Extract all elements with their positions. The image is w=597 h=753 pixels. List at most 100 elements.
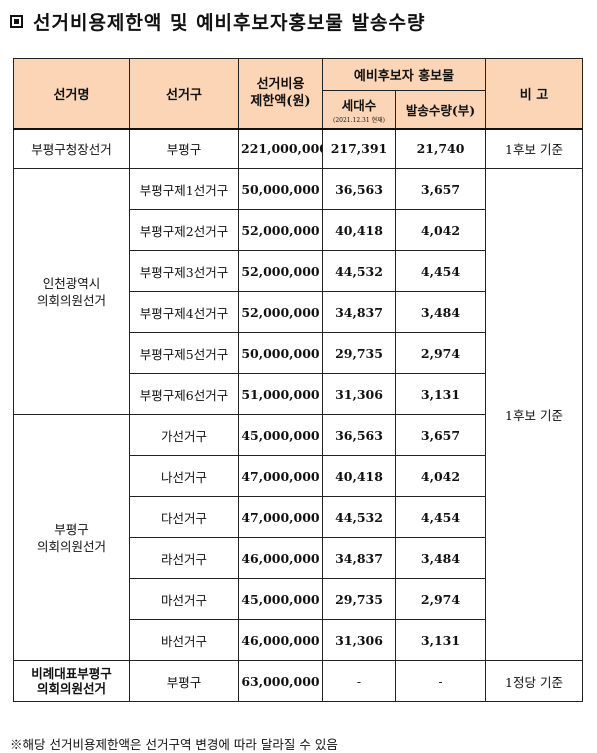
households-cell: 31,306 xyxy=(322,619,396,661)
header-row-1: 선거명 선거구 선거비용 제한액(원) 예비후보자 홍보물 비 고 xyxy=(13,58,583,129)
table-row: 부평구제3선거구 52,000,000 44,532 4,454 xyxy=(14,250,583,292)
header-district: 선거구 xyxy=(129,58,239,129)
table-row: 바선거구 46,000,000 31,306 3,131 xyxy=(14,619,583,661)
election-name-line1: 부평구 xyxy=(54,521,89,537)
election-name: 부평구청장선거 xyxy=(13,128,130,169)
table-row: 부평구제5선거구 50,000,000 29,735 2,974 xyxy=(14,332,583,374)
header-limit-line1: 선거비용 xyxy=(256,77,305,93)
qty-cell: 4,454 xyxy=(395,250,486,292)
qty-cell: 3,131 xyxy=(395,373,486,415)
table-row: 비례대표부평구 의회의원선거 부평구 63,000,000 - - 1정당 기준 xyxy=(13,660,583,702)
district-cell: 가선거구 xyxy=(129,414,239,456)
district-cell: 나선거구 xyxy=(129,455,239,497)
qty-cell: 4,454 xyxy=(395,496,486,538)
limit-cell: 50,000,000 xyxy=(238,332,323,374)
qty-cell: 21,740 xyxy=(395,128,486,169)
limit-cell: 52,000,000 xyxy=(238,291,323,333)
election-cost-table: 선거명 선거구 선거비용 제한액(원) 예비후보자 홍보물 비 고 세대수 (2… xyxy=(13,58,583,702)
header-limit: 선거비용 제한액(원) xyxy=(238,58,323,129)
header-election: 선거명 xyxy=(13,58,130,129)
households-cell: 44,532 xyxy=(322,250,396,292)
limit-cell: 52,000,000 xyxy=(238,250,323,292)
qty-cell: 4,042 xyxy=(395,455,486,497)
header-send-qty: 발송수량(부) xyxy=(395,90,486,130)
district-cell: 부평구제5선거구 xyxy=(129,332,239,374)
header-row-2: 세대수 (2021.12.31 현재) 발송수량(부) xyxy=(13,90,583,130)
limit-cell: 51,000,000 xyxy=(238,373,323,415)
qty-cell: 3,484 xyxy=(395,291,486,333)
district-cell: 부평구 xyxy=(129,128,239,169)
district-cell: 부평구제3선거구 xyxy=(129,250,239,292)
header-households: 세대수 (2021.12.31 현재) xyxy=(322,90,396,130)
limit-cell: 221,000,000 xyxy=(238,128,323,169)
election-name-line2: 의회의원선거 xyxy=(36,292,106,308)
limit-cell: 46,000,000 xyxy=(238,537,323,579)
election-name-line2: 의회의원선거 xyxy=(36,538,106,554)
limit-cell: 45,000,000 xyxy=(238,414,323,456)
table-row: 나선거구 47,000,000 40,418 4,042 xyxy=(14,455,583,497)
district-cell: 다선거구 xyxy=(129,496,239,538)
header-households-note: (2021.12.31 현재) xyxy=(333,116,385,124)
qty-cell: - xyxy=(395,660,486,702)
district-cell: 부평구제2선거구 xyxy=(129,209,239,251)
qty-cell: 2,974 xyxy=(395,578,486,620)
qty-cell: 3,657 xyxy=(395,414,486,456)
district-cell: 부평구제6선거구 xyxy=(129,373,239,415)
remark-cell: 1후보 기준 xyxy=(485,128,583,169)
qty-cell: 4,042 xyxy=(395,209,486,251)
election-name-line2: 의회의원선거 xyxy=(36,681,106,696)
table-row: 부평구제6선거구 51,000,000 31,306 3,131 xyxy=(14,373,583,415)
limit-cell: 52,000,000 xyxy=(238,209,323,251)
election-name: 인천광역시 의회의원선거 xyxy=(13,168,130,415)
header-promo-group: 예비후보자 홍보물 xyxy=(322,58,486,91)
title-text: 선거비용제한액 및 예비후보자홍보물 발송수량 xyxy=(33,11,426,34)
table-row: 마선거구 45,000,000 29,735 2,974 xyxy=(14,578,583,620)
households-cell: 44,532 xyxy=(322,496,396,538)
limit-cell: 50,000,000 xyxy=(238,168,323,210)
households-cell: 34,837 xyxy=(322,291,396,333)
document-title: 선거비용제한액 및 예비후보자홍보물 발송수량 xyxy=(10,6,425,36)
header-households-label: 세대수 xyxy=(341,97,377,113)
district-cell: 라선거구 xyxy=(129,537,239,579)
households-cell: 36,563 xyxy=(322,168,396,210)
remark-cell: 1후보 기준 xyxy=(485,168,583,661)
households-cell: 29,735 xyxy=(322,578,396,620)
households-cell: 34,837 xyxy=(322,537,396,579)
election-name-line1: 인천광역시 xyxy=(42,275,101,291)
households-cell: 31,306 xyxy=(322,373,396,415)
limit-cell: 47,000,000 xyxy=(238,496,323,538)
qty-cell: 3,131 xyxy=(395,619,486,661)
square-bullet-icon xyxy=(10,14,23,28)
table-row: 부평구제4선거구 52,000,000 34,837 3,484 xyxy=(14,291,583,333)
table-row: 부평구제2선거구 52,000,000 40,418 4,042 xyxy=(14,209,583,251)
table-row: 인천광역시 의회의원선거 부평구제1선거구 50,000,000 36,563 … xyxy=(13,168,583,661)
households-cell: 40,418 xyxy=(322,455,396,497)
district-cell: 부평구제1선거구 xyxy=(129,168,239,210)
table-row: 부평구청장선거 부평구 221,000,000 217,391 21,740 1… xyxy=(13,128,583,169)
limit-cell: 46,000,000 xyxy=(238,619,323,661)
households-cell: 217,391 xyxy=(322,128,396,169)
limit-cell: 47,000,000 xyxy=(238,455,323,497)
qty-cell: 3,657 xyxy=(395,168,486,210)
table-row: 부평구 의회의원선거 가선거구 45,000,000 36,563 3,657 xyxy=(13,414,583,661)
district-cell: 마선거구 xyxy=(129,578,239,620)
qty-cell: 2,974 xyxy=(395,332,486,374)
households-cell: - xyxy=(322,660,396,702)
households-cell: 36,563 xyxy=(322,414,396,456)
qty-cell: 3,484 xyxy=(395,537,486,579)
election-name: 부평구 의회의원선거 xyxy=(13,414,130,661)
election-name: 비례대표부평구 의회의원선거 xyxy=(13,660,130,702)
limit-cell: 45,000,000 xyxy=(238,578,323,620)
header-remark: 비 고 xyxy=(485,58,583,129)
district-cell: 바선거구 xyxy=(129,619,239,661)
footnote: ※해당 선거비용제한액은 선거구역 변경에 따라 달라질 수 있음 xyxy=(10,737,338,752)
households-cell: 40,418 xyxy=(322,209,396,251)
district-cell: 부평구 xyxy=(129,660,239,702)
header-limit-line2: 제한액(원) xyxy=(250,94,311,110)
election-name-line1: 비례대표부평구 xyxy=(31,666,112,681)
households-cell: 29,735 xyxy=(322,332,396,374)
district-cell: 부평구제4선거구 xyxy=(129,291,239,333)
table-row: 라선거구 46,000,000 34,837 3,484 xyxy=(14,537,583,579)
remark-cell: 1정당 기준 xyxy=(485,660,583,702)
limit-cell: 63,000,000 xyxy=(238,660,323,702)
